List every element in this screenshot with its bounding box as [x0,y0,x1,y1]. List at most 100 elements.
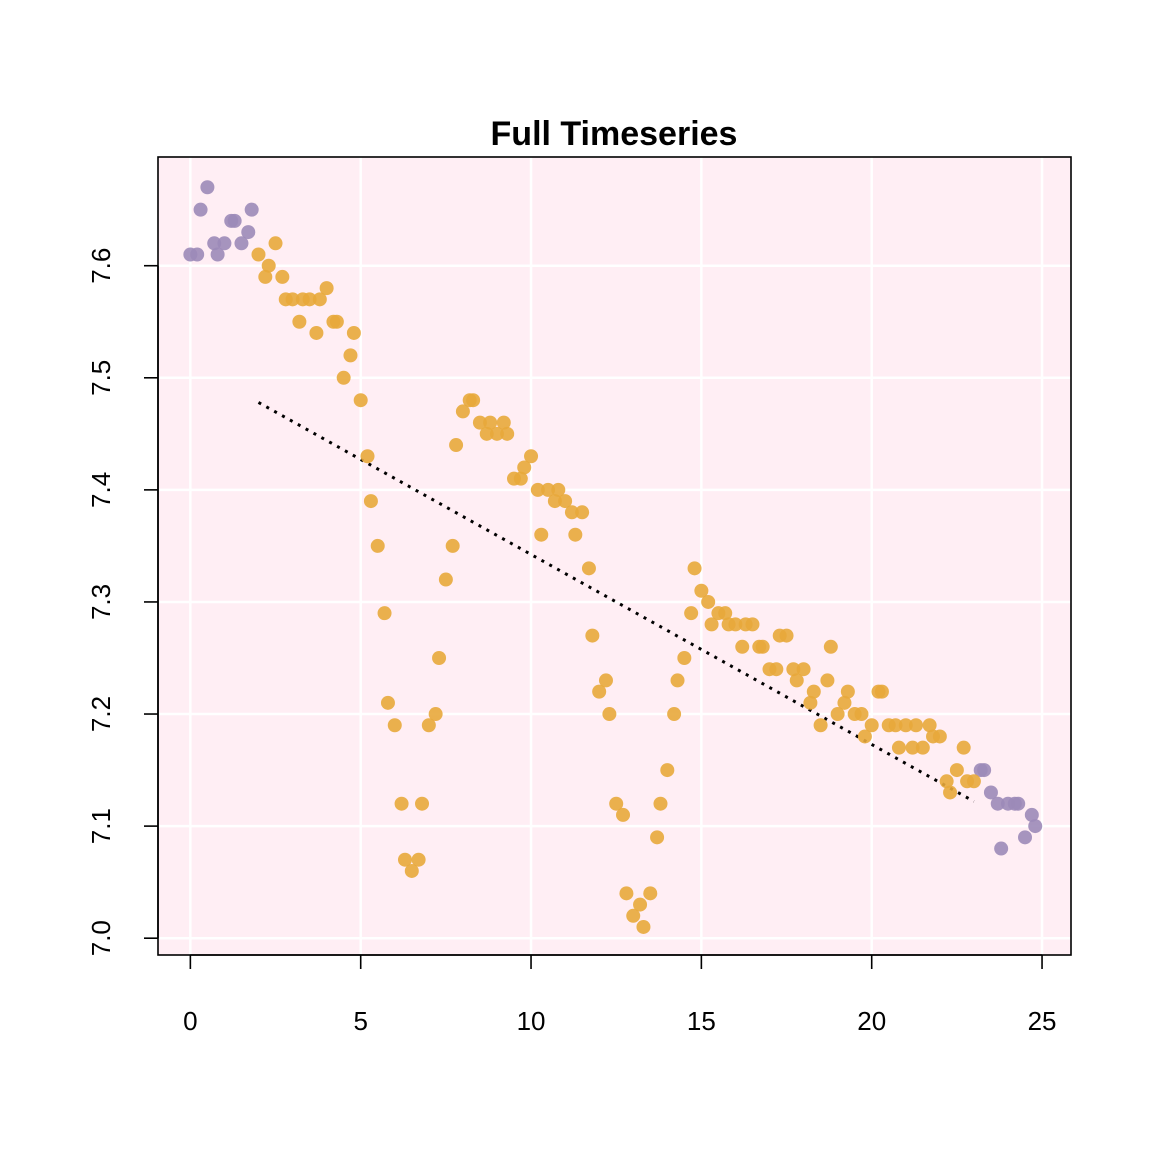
x-axis: 0 5 10 15 20 25 [183,954,1057,1036]
data-point-highlight [360,449,375,464]
trend-line-group [257,401,975,803]
data-point-highlight [745,617,760,632]
data-point-outside [241,225,256,240]
data-point-highlight [551,482,566,497]
data-point-highlight [857,729,872,744]
data-point-highlight [336,370,351,385]
data-point-highlight [466,393,481,408]
y-tick-label: 7.6 [86,248,116,284]
data-point-highlight [397,852,412,867]
data-point-highlight [626,908,641,923]
data-point-highlight [363,494,378,509]
data-point-highlight [309,325,324,340]
y-axis: 7.0 7.1 7.2 7.3 7.4 7.5 7.6 [86,248,159,956]
data-point-highlight [755,639,770,654]
data-point-highlight [687,561,702,576]
data-point-highlight [728,617,743,632]
data-point-highlight [513,471,528,486]
data-point-highlight [609,796,624,811]
x-tick-label: 20 [857,1006,886,1036]
data-point-highlight [939,774,954,789]
data-point-highlight [500,426,515,441]
data-point-highlight [404,863,419,878]
y-tick-label: 7.1 [86,808,116,844]
data-point-highlight [585,628,600,643]
data-point-outside [190,247,205,262]
data-point-outside [1011,796,1026,811]
data-points [183,180,1043,934]
data-point-highlight [922,718,937,733]
data-point-highlight [568,527,583,542]
data-point-highlight [302,292,317,307]
data-point-highlight [803,695,818,710]
data-point-highlight [888,718,903,733]
data-point-outside [193,202,208,217]
data-point-highlight [394,796,409,811]
data-point-highlight [874,684,889,699]
data-point-highlight [275,269,290,284]
data-point-outside [244,202,259,217]
data-point-outside [994,841,1009,856]
data-point-outside [227,213,242,228]
trend-line [257,401,975,803]
chart-title: Full Timeseries [491,115,738,153]
data-point-highlight [377,606,392,621]
data-point-outside [983,785,998,800]
data-point-highlight [718,606,733,621]
data-point-outside [200,180,215,195]
data-point-highlight [636,919,651,934]
data-point-highlight [898,718,913,733]
data-point-outside [207,236,222,251]
data-point-highlight [670,673,685,688]
data-point-highlight [854,707,869,722]
data-point-highlight [312,292,327,307]
data-point-highlight [329,314,344,329]
data-point-highlight [261,258,276,273]
data-point-highlight [517,460,532,475]
data-point-highlight [541,482,556,497]
data-point-highlight [598,673,613,688]
data-point-highlight [547,494,562,509]
data-point-highlight [292,314,307,329]
data-point-highlight [694,583,709,598]
data-point-highlight [319,281,334,296]
data-point-highlight [575,505,590,520]
y-tick-label: 7.0 [86,920,116,956]
data-point-highlight [684,606,699,621]
data-point-highlight [421,718,436,733]
data-point-highlight [343,348,358,363]
data-point-highlight [915,740,930,755]
data-point-highlight [472,415,487,430]
data-point-highlight [524,449,539,464]
data-point-outside [234,236,249,251]
x-tick-label: 0 [183,1006,197,1036]
data-point-highlight [643,886,658,901]
data-point-highlight [633,897,648,912]
data-point-highlight [949,763,964,778]
y-tick-label: 7.4 [86,472,116,508]
data-point-highlight [813,718,828,733]
data-point-highlight [534,527,549,542]
data-point-highlight [258,269,273,284]
data-point-highlight [786,662,801,677]
data-point-outside [217,236,232,251]
x-tick-label: 15 [687,1006,716,1036]
data-point-highlight [677,650,692,665]
data-point-highlight [483,415,498,430]
data-point-highlight [581,561,596,576]
data-point-outside [1028,819,1043,834]
data-point-highlight [779,628,794,643]
data-point-highlight [530,482,545,497]
data-point-outside [210,247,225,262]
data-point-highlight [415,796,430,811]
y-tick-label: 7.5 [86,360,116,396]
data-point-highlight [735,639,750,654]
data-point-highlight [445,538,460,553]
data-point-outside [1018,830,1033,845]
data-point-highlight [956,740,971,755]
data-point-highlight [411,852,426,867]
plot-area [158,157,1071,955]
data-point-highlight [932,729,947,744]
data-point-highlight [251,247,266,262]
data-point-highlight [619,886,634,901]
